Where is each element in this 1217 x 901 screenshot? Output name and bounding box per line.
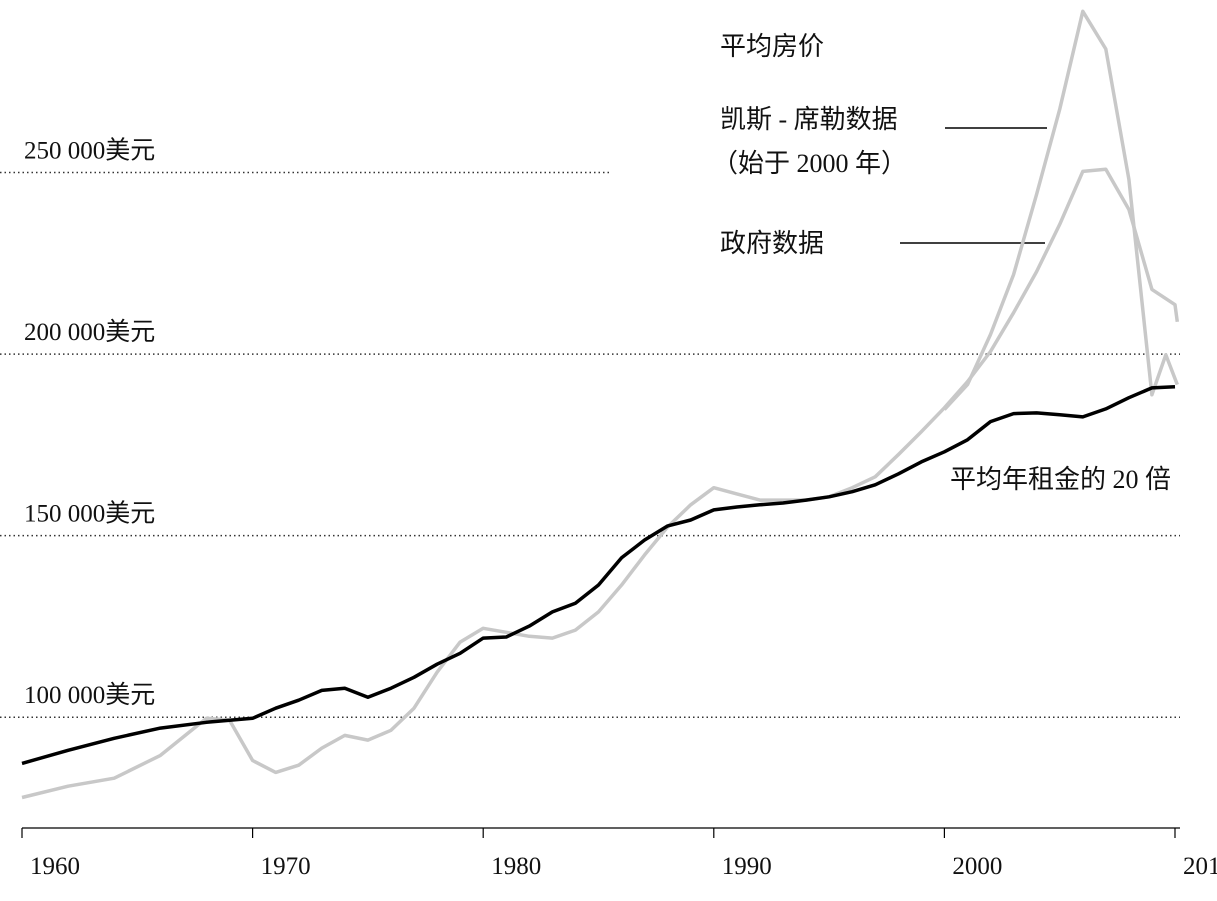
- annotation: 政府数据: [720, 229, 824, 258]
- annotation: 凯斯 - 席勒数据: [720, 105, 898, 134]
- y-tick-label: 100 000美元: [24, 681, 155, 709]
- annotation: （始于 2000 年）: [712, 149, 907, 178]
- x-tick-label: 1960: [30, 853, 80, 880]
- annotation: 平均年租金的 20 倍: [950, 465, 1171, 494]
- line-series: [943, 9, 1179, 411]
- x-tick-label: 2010: [1183, 853, 1217, 880]
- y-tick-label: 200 000美元: [24, 318, 155, 346]
- y-tick-label: 250 000美元: [24, 137, 155, 165]
- x-tick-label: 1990: [722, 853, 772, 880]
- line-series: [21, 167, 1180, 800]
- x-tick-label: 1980: [491, 853, 541, 880]
- line-series: [21, 385, 1176, 766]
- x-tick-label: 1970: [261, 853, 311, 880]
- y-tick-label: 150 000美元: [24, 500, 155, 528]
- annotation: 平均房价: [720, 32, 824, 61]
- x-tick-label: 2000: [952, 853, 1002, 880]
